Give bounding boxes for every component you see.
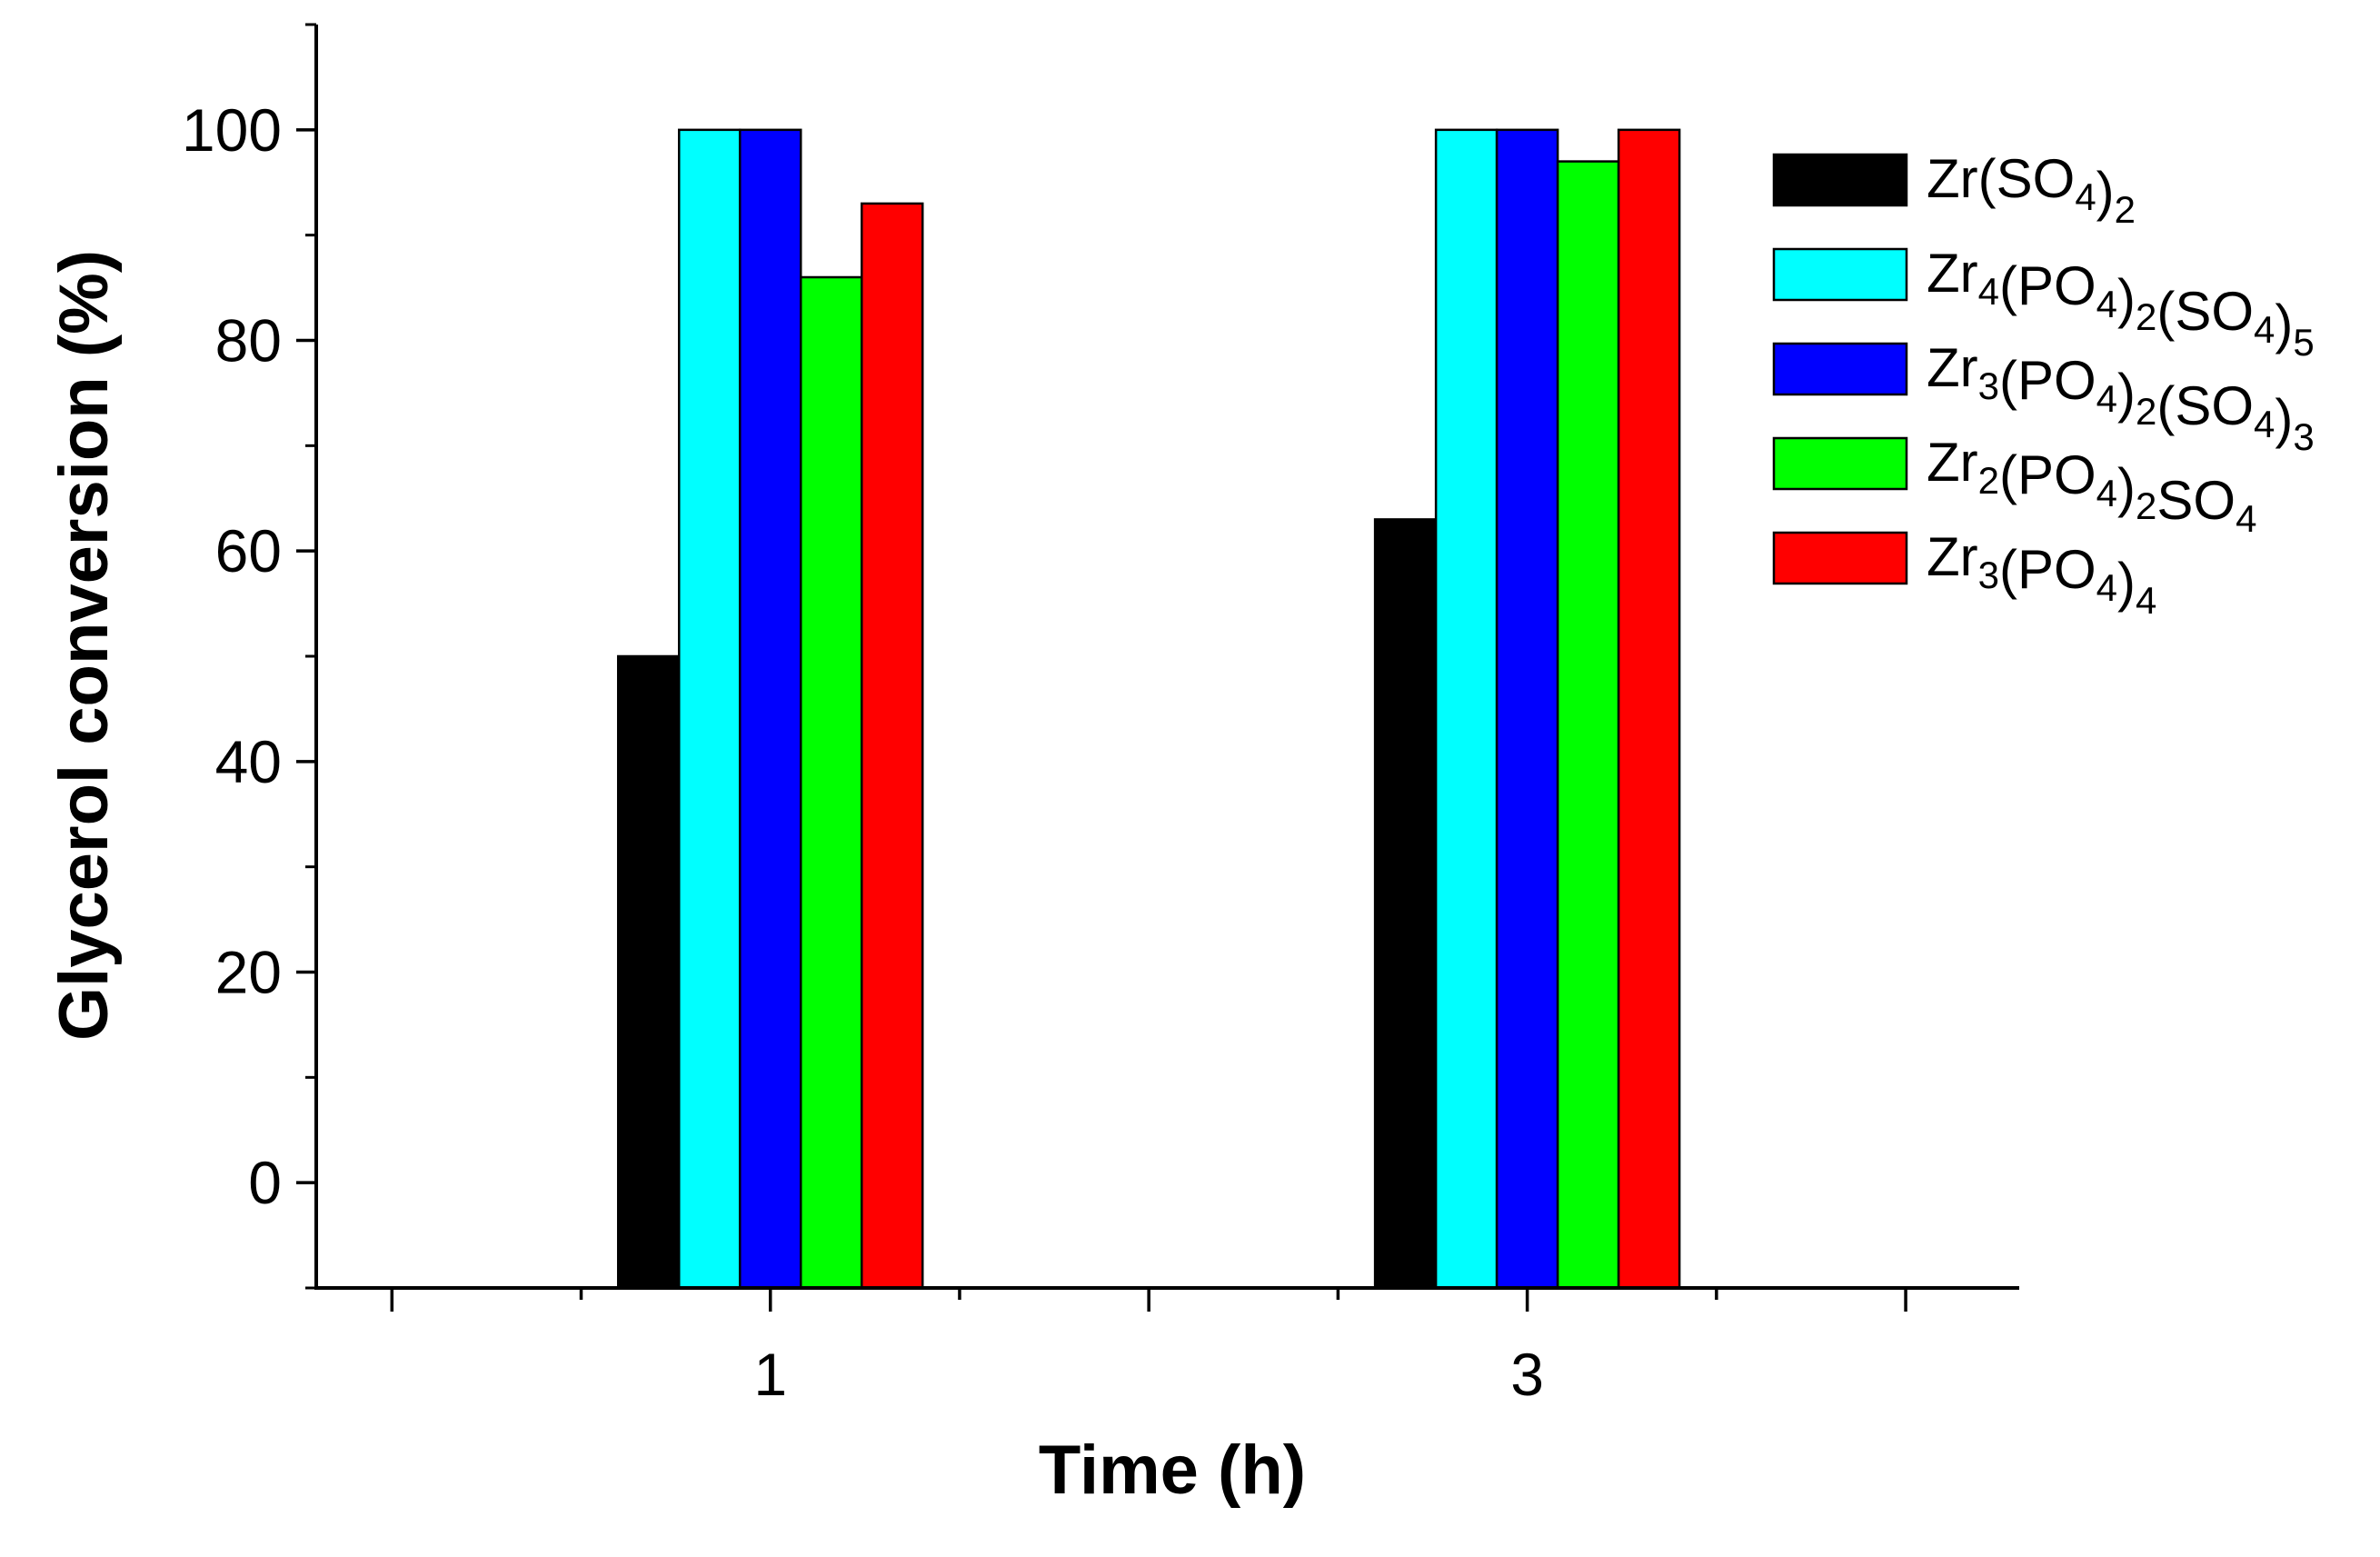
bar-1-cat-1 (616, 654, 681, 1290)
legend-subscript: 4 (2075, 175, 2096, 218)
y-tick-label-100: 100 (182, 96, 282, 164)
legend: Zr(SO4)2Zr4(PO4)2(SO4)5Zr3(PO4)2(SO4)3Zr… (1772, 148, 2315, 622)
legend-swatch-4 (1772, 436, 1908, 491)
legend-subscript: 2 (2136, 484, 2156, 527)
legend-subscript: 5 (2293, 321, 2314, 364)
y-tick-label-80: 80 (215, 307, 282, 374)
legend-text: ) (2275, 388, 2293, 449)
bar-5-cat-3 (1617, 128, 1681, 1290)
legend-text: (PO (1999, 539, 2096, 600)
legend-label-3: Zr3(PO4)2(SO4)3 (1927, 337, 2315, 458)
legend-text: ) (2117, 552, 2136, 613)
bar-4-cat-3 (1556, 160, 1620, 1290)
legend-text: (PO (1999, 444, 2096, 505)
legend-swatch-1 (1772, 153, 1908, 207)
legend-text: (SO (2156, 281, 2254, 342)
legend-subscript: 4 (2096, 283, 2117, 325)
legend-text: ) (2275, 294, 2293, 354)
bar-2-cat-1 (677, 128, 742, 1290)
bar-4-cat-1 (799, 275, 863, 1290)
y-tick-label-20: 20 (215, 939, 282, 1006)
legend-subscript: 3 (1978, 554, 1999, 596)
legend-text: (PO (1999, 350, 2096, 411)
legend-subscript: 4 (2254, 403, 2275, 445)
legend-subscript: 2 (2115, 188, 2136, 231)
legend-subscript: 3 (2293, 415, 2314, 458)
legend-text: Zr (1927, 337, 1978, 398)
legend-label-1: Zr(SO4)2 (1927, 148, 2136, 231)
legend-label-5: Zr3(PO4)4 (1927, 526, 2156, 622)
legend-subscript: 4 (2136, 579, 2156, 622)
bar-3-cat-3 (1495, 128, 1559, 1290)
bar-2-cat-3 (1434, 128, 1499, 1290)
y-tick-label-0: 0 (248, 1149, 282, 1216)
legend-swatch-5 (1772, 531, 1908, 585)
bar-5-cat-1 (860, 202, 924, 1290)
legend-text: SO (2156, 470, 2236, 531)
legend-text: ) (2117, 457, 2136, 518)
legend-text: ) (2096, 161, 2115, 222)
x-axis-title: Time (h) (1039, 1432, 1306, 1509)
y-tick-label-40: 40 (215, 728, 282, 795)
legend-text: (SO (2156, 375, 2254, 436)
bars-layer (616, 128, 1681, 1290)
legend-text: ) (2117, 363, 2136, 424)
legend-subscript: 4 (2096, 566, 2117, 609)
axes-layer: 0 20 40 60 80 100 1 3 (182, 23, 2019, 1408)
legend-subscript: 4 (2254, 308, 2275, 351)
legend-swatch-3 (1772, 342, 1908, 396)
legend-subscript: 4 (2096, 472, 2117, 514)
y-tick-label-60: 60 (215, 517, 282, 584)
legend-text: ) (2117, 268, 2136, 329)
bar-3-cat-1 (738, 128, 802, 1290)
x-tick-label-3: 3 (1510, 1341, 1544, 1408)
legend-label-2: Zr4(PO4)2(SO4)5 (1927, 243, 2315, 364)
legend-subscript: 2 (2136, 390, 2156, 433)
legend-subscript: 3 (1978, 364, 1999, 407)
legend-text: Zr (1927, 243, 1978, 304)
legend-subscript: 4 (2236, 497, 2256, 540)
legend-swatch-2 (1772, 247, 1908, 302)
legend-text: Zr (1927, 526, 1978, 587)
legend-subscript: 4 (2096, 377, 2117, 420)
legend-text: (PO (1999, 255, 2096, 316)
x-tick-label-1: 1 (753, 1341, 787, 1408)
y-axis-title: Glycerol conversion (%) (45, 250, 123, 1041)
legend-label-4: Zr2(PO4)2SO4 (1927, 432, 2256, 540)
legend-subscript: 4 (1978, 270, 1999, 313)
legend-subscript: 2 (2136, 295, 2156, 338)
legend-text: Zr (1927, 432, 1978, 493)
legend-text: Zr(SO (1927, 148, 2075, 209)
bar-1-cat-3 (1373, 518, 1438, 1290)
legend-subscript: 2 (1978, 459, 1999, 502)
